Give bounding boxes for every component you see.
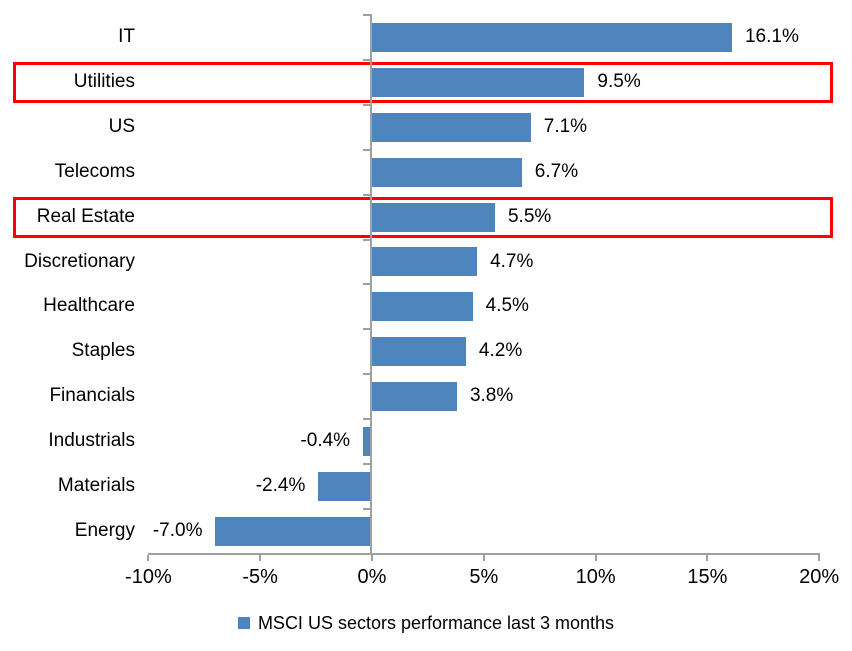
category-label: Real Estate bbox=[36, 205, 135, 227]
bar-telecoms bbox=[372, 157, 522, 187]
bar-financials bbox=[372, 382, 457, 412]
category-label: Telecoms bbox=[54, 160, 135, 182]
category-axis-tick bbox=[363, 328, 370, 331]
highlight-box-real-estate bbox=[13, 196, 833, 238]
value-label: 4.7% bbox=[490, 250, 534, 272]
value-label: 9.5% bbox=[597, 70, 641, 92]
category-axis-tick bbox=[363, 463, 370, 465]
value-label: 3.8% bbox=[469, 385, 514, 407]
bar-materials bbox=[318, 471, 372, 501]
bar-energy bbox=[215, 516, 372, 546]
value-axis-tick bbox=[706, 555, 709, 561]
category-axis-tick bbox=[363, 283, 370, 286]
value-label: 5.5% bbox=[507, 205, 552, 227]
category-label: IT bbox=[118, 26, 135, 47]
category-label: Industrials bbox=[48, 430, 135, 452]
category-axis-tick bbox=[363, 552, 370, 555]
bar-discretionary bbox=[372, 247, 478, 277]
category-label: Financials bbox=[49, 385, 135, 407]
category-axis-tick bbox=[363, 507, 370, 510]
bar-real-estate bbox=[372, 202, 495, 232]
legend-label: MSCI US sectors performance last 3 month… bbox=[257, 612, 615, 633]
category-axis-line bbox=[370, 14, 372, 555]
bar-us bbox=[372, 112, 531, 142]
category-label: Healthcare bbox=[43, 295, 135, 317]
category-axis-tick bbox=[363, 103, 370, 106]
bar-healthcare bbox=[372, 292, 473, 322]
x-axis-tick-label: 10% bbox=[575, 566, 616, 588]
legend-swatch-icon bbox=[237, 617, 250, 629]
value-label: 4.5% bbox=[485, 295, 529, 317]
category-axis-tick bbox=[363, 418, 370, 421]
category-label: Materials bbox=[57, 475, 135, 496]
category-axis-tick bbox=[363, 14, 370, 16]
x-axis-tick-label: -5% bbox=[242, 566, 278, 588]
value-axis-tick bbox=[147, 555, 150, 561]
category-label: Staples bbox=[71, 340, 135, 362]
value-axis-tick bbox=[259, 555, 262, 561]
value-axis-tick bbox=[818, 555, 821, 561]
bar-staples bbox=[372, 337, 466, 367]
category-axis-tick bbox=[363, 58, 370, 61]
value-axis-line bbox=[148, 553, 820, 555]
value-label: -0.4% bbox=[300, 430, 351, 452]
x-axis-tick-label: 15% bbox=[687, 566, 728, 588]
value-label: -2.4% bbox=[255, 475, 306, 496]
value-label: 16.1% bbox=[744, 26, 799, 47]
legend: MSCI US sectors performance last 3 month… bbox=[0, 608, 852, 638]
value-label: 4.2% bbox=[478, 340, 523, 362]
value-axis-tick bbox=[482, 555, 485, 561]
value-axis-tick bbox=[371, 555, 373, 561]
category-axis-tick bbox=[363, 373, 370, 376]
value-label: 6.7% bbox=[534, 160, 579, 182]
highlight-box-utilities bbox=[13, 61, 833, 103]
category-label: Utilities bbox=[73, 70, 135, 92]
bar-it bbox=[372, 22, 732, 52]
x-axis-tick-label: 20% bbox=[799, 566, 840, 588]
x-axis-tick-label: 5% bbox=[469, 566, 499, 588]
value-label: 7.1% bbox=[543, 115, 588, 137]
category-label: Discretionary bbox=[24, 250, 135, 272]
x-axis-tick-label: 0% bbox=[357, 566, 387, 588]
category-axis-tick bbox=[363, 238, 370, 241]
value-label: -7.0% bbox=[152, 519, 203, 541]
category-axis-tick bbox=[363, 148, 370, 151]
bar-industrials bbox=[363, 427, 372, 457]
category-label: US bbox=[108, 115, 135, 137]
category-axis-tick bbox=[363, 193, 370, 196]
category-label: Energy bbox=[74, 519, 135, 541]
bar-utilities bbox=[372, 67, 585, 97]
x-axis-tick-label: -10% bbox=[125, 566, 172, 588]
value-axis-tick bbox=[594, 555, 597, 561]
